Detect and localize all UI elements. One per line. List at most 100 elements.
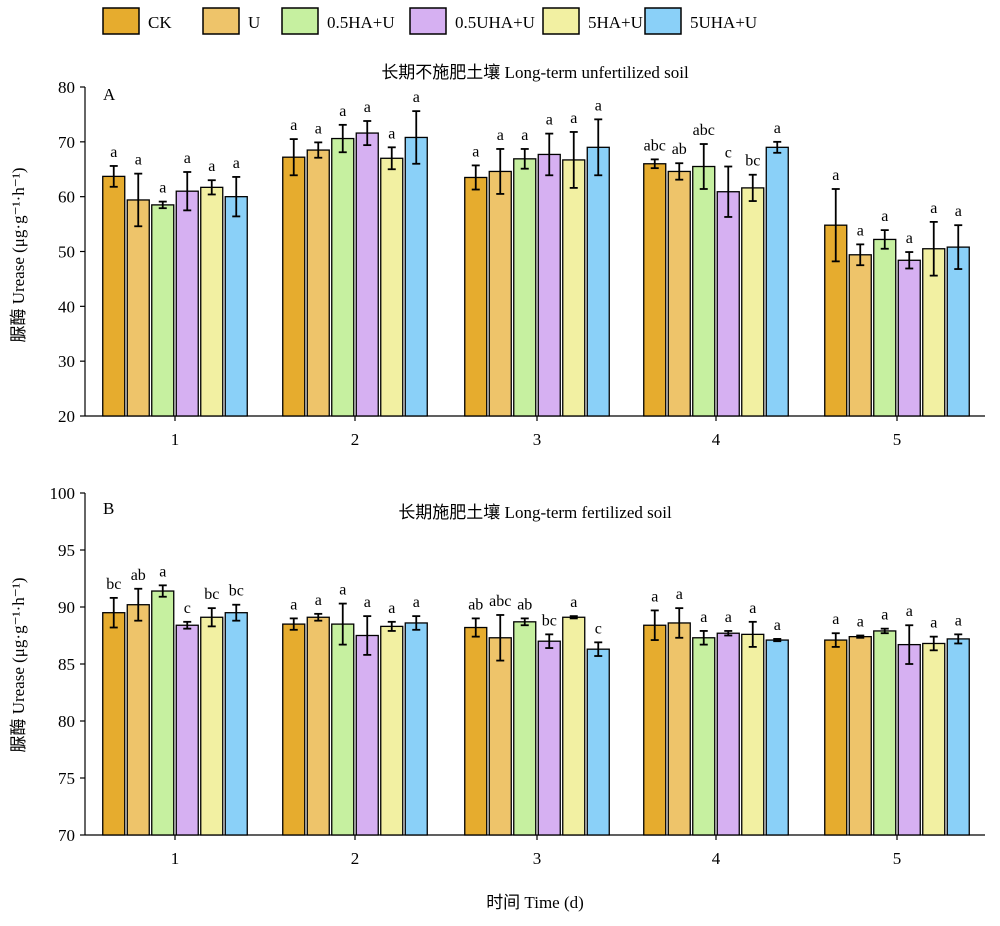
legend-swatch: [202, 7, 240, 35]
significance-letter: c: [595, 620, 602, 637]
bar: [102, 612, 126, 836]
y-tick-label: 95: [58, 541, 75, 560]
panel-label: A: [103, 85, 116, 104]
significance-letter: a: [413, 594, 420, 611]
legend-swatch: [542, 7, 580, 35]
bar: [765, 639, 789, 836]
significance-letter: a: [159, 180, 166, 197]
bar: [765, 146, 789, 417]
significance-letter: a: [233, 155, 240, 172]
significance-letter: bc: [106, 576, 121, 593]
legend-label: 5HA+U: [588, 13, 643, 32]
bar: [200, 616, 224, 836]
significance-letter: a: [110, 144, 117, 161]
significance-letter: c: [184, 600, 191, 617]
significance-letter: a: [906, 230, 913, 247]
bar: [175, 190, 199, 417]
bar: [643, 624, 667, 836]
x-tick-label: 4: [712, 849, 721, 868]
significance-letter: a: [676, 586, 683, 603]
significance-letter: a: [364, 594, 371, 611]
bar: [306, 616, 330, 836]
significance-letter: a: [388, 125, 395, 142]
significance-letter: a: [339, 582, 346, 599]
bar: [643, 163, 667, 417]
panel-b: 70 75 80 85 90 95 100 1 2 3 4 5 长期施肥土壤 Long-term fer…: [9, 484, 985, 868]
significance-letter: a: [700, 609, 707, 626]
bar: [897, 259, 921, 417]
legend-label: 0.5UHA+U: [455, 13, 535, 32]
legend-swatch: [644, 7, 682, 35]
significance-letter: a: [290, 117, 297, 134]
y-tick-label: 50: [58, 243, 75, 262]
bar: [126, 199, 150, 417]
bar: [404, 622, 428, 836]
significance-letter: ab: [672, 141, 687, 158]
bar: [946, 638, 970, 836]
significance-letter: a: [857, 614, 864, 631]
y-tick-label: 40: [58, 297, 75, 316]
significance-letter: a: [364, 99, 371, 116]
legend-label: 0.5HA+U: [327, 13, 395, 32]
x-tick-label: 5: [893, 849, 902, 868]
bar: [922, 642, 946, 836]
legend-label: 5UHA+U: [690, 13, 757, 32]
bar: [102, 175, 126, 417]
significance-letter: a: [135, 152, 142, 169]
bar: [200, 186, 224, 417]
significance-letter: a: [595, 97, 602, 114]
legend: CK U 0.5HA+U 0.5UHA+U 5HA+U 5UHA+U: [102, 7, 757, 35]
significance-letter: ab: [131, 567, 146, 584]
bar: [126, 604, 150, 836]
bar: [151, 590, 175, 836]
significance-letter: ab: [517, 596, 532, 613]
significance-letter: a: [955, 612, 962, 629]
x-axis-label: 时间 Time (d): [486, 893, 584, 912]
bar: [282, 156, 306, 417]
bar: [355, 132, 379, 417]
bar: [741, 633, 765, 836]
bar: [380, 157, 404, 417]
y-tick-label: 20: [58, 407, 75, 426]
bar: [306, 149, 330, 417]
y-tick-label: 100: [50, 484, 76, 503]
significance-letter: a: [857, 222, 864, 239]
x-tick-label: 5: [893, 430, 902, 449]
significance-letter: a: [930, 615, 937, 632]
significance-letter: a: [881, 607, 888, 624]
bar: [824, 639, 848, 836]
bar: [562, 616, 586, 836]
bar: [537, 640, 561, 836]
bar: [464, 176, 488, 417]
bar: [224, 196, 248, 417]
significance-letter: abc: [489, 593, 511, 610]
y-tick-label: 70: [58, 133, 75, 152]
y-tick-label: 30: [58, 352, 75, 371]
bar: [282, 623, 306, 836]
panel-title: 长期不施肥土壤 Long-term unfertilized soil: [381, 62, 689, 82]
bar: [848, 254, 872, 417]
panel-label: B: [103, 499, 114, 518]
bar: [151, 204, 175, 417]
x-tick-label: 4: [712, 430, 721, 449]
significance-letter: bc: [542, 612, 557, 629]
bar: [873, 238, 897, 417]
bar: [331, 137, 355, 417]
panel-title: 长期施肥土壤 Long-term fertilized soil: [398, 502, 672, 522]
legend-label: U: [248, 13, 260, 32]
y-tick-label: 60: [58, 188, 75, 207]
bar: [562, 159, 586, 417]
bar: [331, 623, 355, 836]
bar: [488, 637, 512, 836]
bar: [946, 246, 970, 417]
legend-swatch: [281, 7, 319, 35]
significance-letter: bc: [745, 153, 760, 170]
y-tick-label: 80: [58, 78, 75, 97]
significance-letter: a: [472, 143, 479, 160]
bar: [488, 170, 512, 417]
significance-letter: a: [388, 600, 395, 617]
bar: [667, 170, 691, 417]
bar: [692, 637, 716, 836]
significance-letter: abc: [693, 122, 715, 139]
